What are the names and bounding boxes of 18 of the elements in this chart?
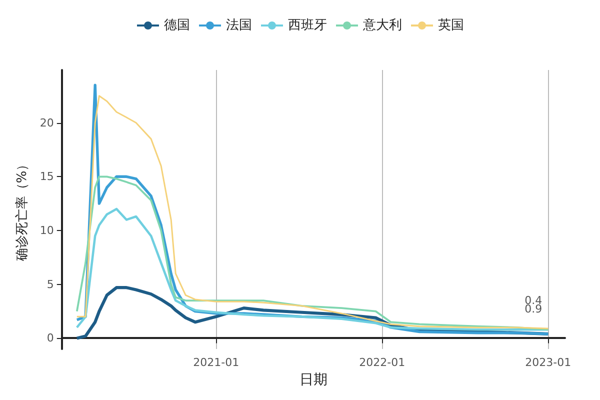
line-series <box>76 176 550 331</box>
x-axis-title: 日期 <box>299 372 328 388</box>
y-tick-label: 20 <box>40 116 54 130</box>
legend-label: 西班牙 <box>288 18 327 33</box>
y-tick-label: 0 <box>46 332 54 345</box>
y-tick-label: 5 <box>46 278 54 291</box>
y-axis-title: 确诊死亡率（%） <box>14 158 30 262</box>
legend-label: 法国 <box>226 18 252 33</box>
legend-label: 英国 <box>438 18 464 33</box>
x-tick-label: 2023-01 <box>525 356 572 369</box>
line-series <box>76 208 550 331</box>
legend-label: 德国 <box>164 18 190 33</box>
y-tick-label: 15 <box>40 170 54 184</box>
y-tick-label: 10 <box>40 224 54 238</box>
x-tick-label: 2022-01 <box>359 356 406 369</box>
annotation: 0.9 <box>524 302 542 316</box>
x-tick-label: 2021-01 <box>193 356 240 369</box>
legend-label: 意大利 <box>362 18 402 33</box>
